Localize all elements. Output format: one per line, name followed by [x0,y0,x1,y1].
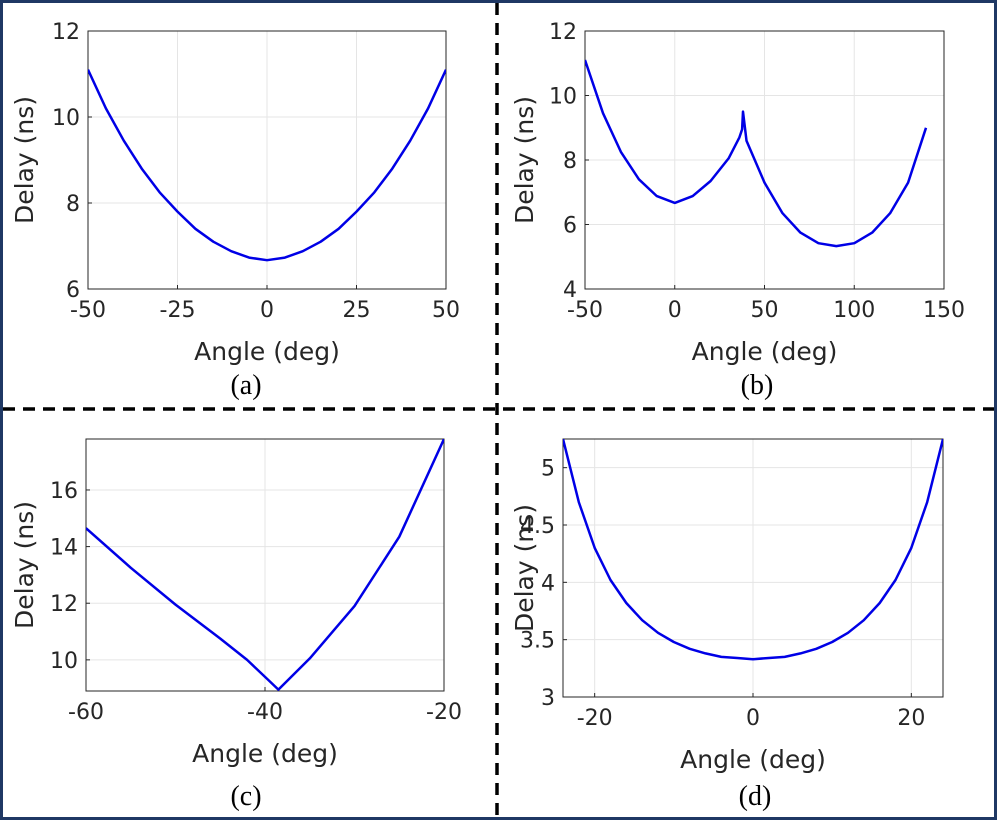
panel-caption: (a) [230,370,261,401]
y-tick-label: 6 [563,214,577,239]
y-tick-label: 4 [563,278,577,303]
panel-caption: (c) [230,781,261,812]
x-tick-label: 100 [833,298,875,323]
y-tick-label: 5 [541,457,555,482]
y-tick-label: 12 [549,20,577,45]
y-tick-label: 10 [50,649,78,674]
panel-caption: (b) [741,370,774,401]
y-axis-label: Delay (ns) [10,501,39,629]
x-tick-label: 0 [668,298,682,323]
y-tick-label: 6 [66,278,80,303]
series-line-delay [86,439,444,691]
y-tick-label: 4 [541,571,555,596]
x-tick-label: -40 [247,700,283,725]
y-tick-label: 8 [563,149,577,174]
x-tick-label: 50 [751,298,779,323]
panel-a: -50 -25 0 25 50 6 8 10 12 Angle (deg) Delay (ns) (a… [10,20,460,401]
panel-c: -60 -40 -20 10 12 14 16 Angle (deg) Delay (ns) (c… [10,438,462,812]
x-tick-label: 50 [432,298,460,323]
y-tick-label: 12 [52,20,80,45]
x-tick-label: -25 [160,298,196,323]
y-tick-label: 10 [52,106,80,131]
y-tick-label: 8 [66,192,80,217]
y-tick-label: 16 [50,479,78,504]
y-tick-label: 3 [541,686,555,711]
y-tick-label: 12 [50,592,78,617]
x-tick-label: 0 [260,298,274,323]
y-tick-label: 4.5 [520,514,555,539]
y-tick-label: 10 [549,85,577,110]
panel-b: -50 0 50 100 150 4 6 8 10 12 Angle (deg) Delay (ns)… [510,20,965,401]
x-tick-label: -50 [70,298,106,323]
x-axis-label: Angle (deg) [692,337,838,366]
x-axis-label: Angle (deg) [194,337,340,366]
x-axis-label: Angle (deg) [680,745,826,774]
x-tick-label: -60 [68,700,104,725]
x-tick-label: -50 [567,298,603,323]
x-axis-label: Angle (deg) [192,739,338,768]
y-tick-label: 14 [50,536,78,561]
x-tick-label: 0 [746,706,760,731]
x-tick-label: 150 [923,298,965,323]
x-tick-label: -20 [426,700,462,725]
series-line-delay [585,59,928,248]
y-tick-label: 3.5 [520,629,555,654]
y-axis-label: Delay (ns) [510,504,539,632]
y-axis-label: Delay (ns) [510,96,539,224]
x-tick-label: -20 [577,706,613,731]
series-line-delay [563,439,943,661]
x-tick-label: 20 [897,706,925,731]
panel-d: -20 0 20 3 3.5 4 4.5 5 Angle (deg) Delay (ns) (d) [510,438,944,812]
series-line-delay [88,69,446,262]
x-tick-label: 25 [343,298,371,323]
panel-caption: (d) [739,781,772,812]
y-axis-label: Delay (ns) [10,96,39,224]
